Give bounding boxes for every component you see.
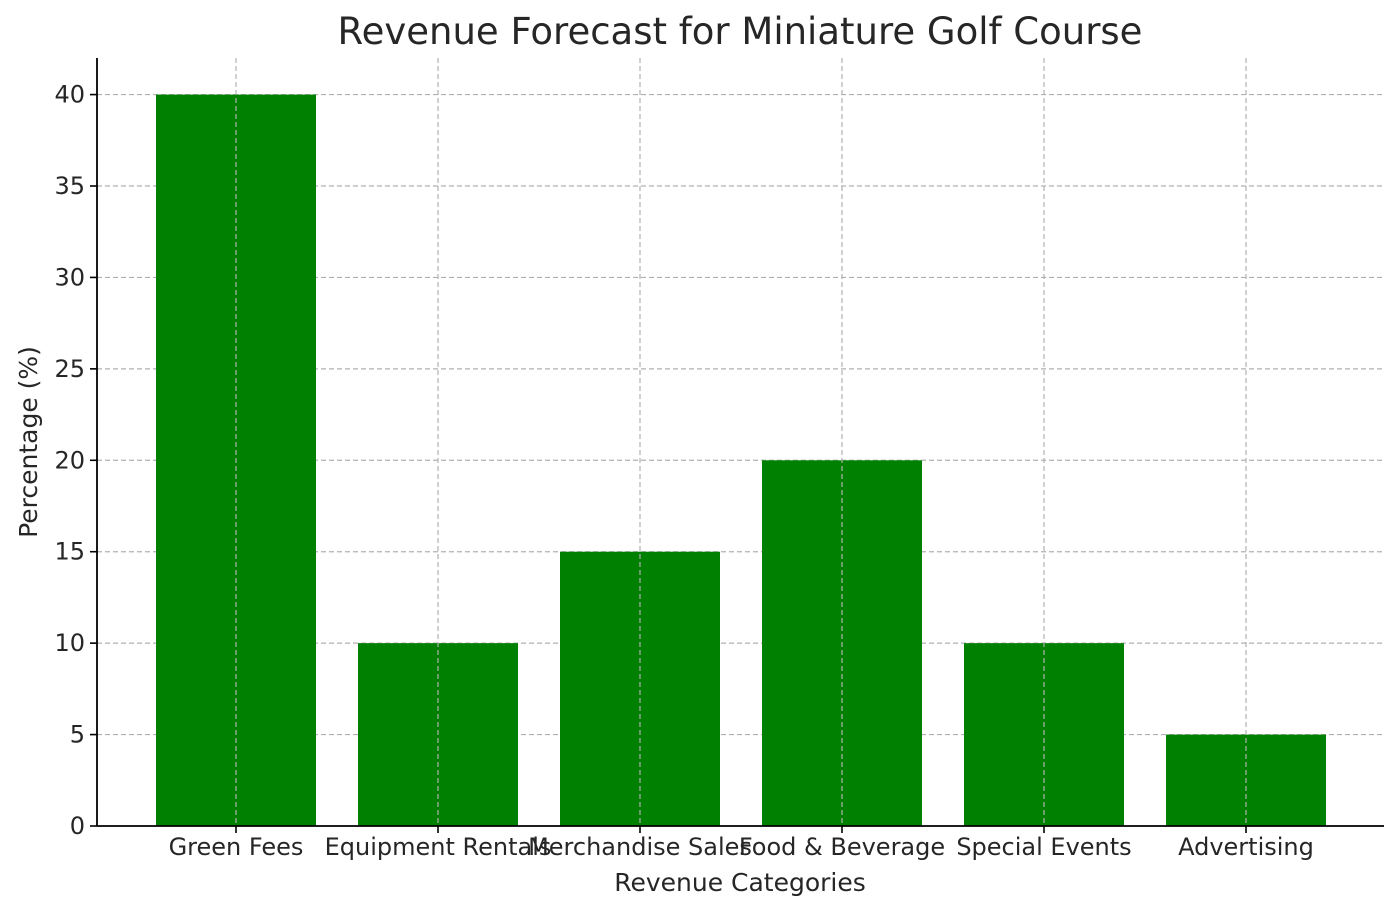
y-tick-label: 40 <box>54 81 85 109</box>
y-ticks: 0 5 10 15 20 25 30 35 40 <box>54 81 97 840</box>
y-tick-label: 5 <box>70 721 85 749</box>
x-tick-label: Special Events <box>956 833 1131 861</box>
vertical-grid-lines <box>235 58 1247 826</box>
y-tick-label: 35 <box>54 172 85 200</box>
chart-title: Revenue Forecast for Miniature Golf Cour… <box>338 10 1143 53</box>
x-tick-label: Green Fees <box>169 833 304 861</box>
x-tick-label: Advertising <box>1178 833 1314 861</box>
y-tick-label: 25 <box>54 355 85 383</box>
y-axis-label: Percentage (%) <box>14 346 43 538</box>
y-tick-label: 30 <box>54 263 85 291</box>
x-tick-label: Equipment Rentals <box>325 833 552 861</box>
bar <box>560 551 720 826</box>
y-tick-label: 20 <box>54 446 85 474</box>
x-axis-label: Revenue Categories <box>614 868 866 897</box>
x-tick-label: Merchandise Sales <box>528 833 752 861</box>
x-tick-label: Food & Beverage <box>739 833 945 861</box>
y-tick-label: 15 <box>54 538 85 566</box>
y-tick-label: 10 <box>54 629 85 657</box>
y-tick-label: 0 <box>70 812 85 840</box>
